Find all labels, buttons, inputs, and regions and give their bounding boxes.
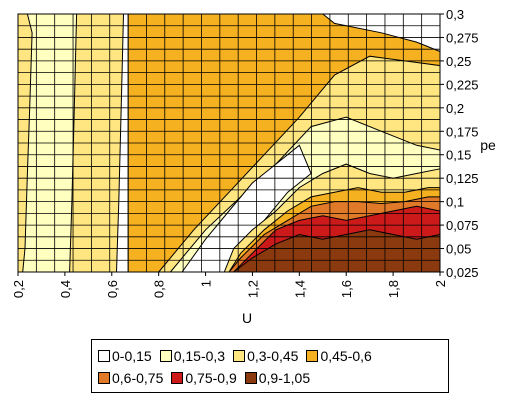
legend: 0-0,15 0,15-0,3 0,3-0,45 0,45-0,6 0,6-0,… bbox=[91, 339, 449, 393]
legend-swatch bbox=[244, 372, 257, 384]
legend-label: 0-0,15 bbox=[112, 348, 152, 364]
x-axis-label: U bbox=[242, 310, 252, 326]
y-tick-label: 0,275 bbox=[446, 30, 479, 45]
x-tick-label: 1,2 bbox=[245, 280, 260, 298]
y-tick-label: 0,3 bbox=[446, 7, 464, 22]
legend-item: 0,15-0,3 bbox=[159, 348, 226, 364]
legend-swatch bbox=[159, 350, 172, 362]
y-tick-label: 0,225 bbox=[446, 77, 479, 92]
y-axis-label: pe bbox=[480, 137, 496, 153]
legend-row-2: 0,6-0,75 0,75-0,9 0,9-1,05 bbox=[98, 367, 448, 389]
grid-lines bbox=[17, 13, 441, 273]
legend-swatch bbox=[233, 350, 246, 362]
legend-label: 0,15-0,3 bbox=[173, 348, 226, 364]
x-tick-label: 0,8 bbox=[152, 280, 167, 298]
legend-item: 0,3-0,45 bbox=[233, 348, 298, 364]
legend-swatch bbox=[98, 372, 110, 384]
legend-swatch bbox=[98, 350, 110, 362]
legend-item: 0,75-0,9 bbox=[171, 370, 237, 386]
x-tick-label: 0,2 bbox=[11, 280, 26, 298]
legend-label: 0,75-0,9 bbox=[185, 370, 237, 386]
legend-item: 0,9-1,05 bbox=[244, 370, 311, 386]
legend-label: 0,9-1,05 bbox=[258, 370, 311, 386]
legend-label: 0,3-0,45 bbox=[247, 348, 299, 364]
y-tick-label: 0,25 bbox=[446, 54, 471, 69]
x-tick-label: 1 bbox=[199, 280, 214, 287]
y-tick-label: 0,2 bbox=[446, 101, 464, 116]
plot-frame bbox=[17, 13, 441, 273]
legend-item: 0,45-0,6 bbox=[306, 348, 372, 364]
legend-swatch bbox=[171, 372, 184, 384]
legend-swatch bbox=[306, 350, 319, 362]
y-tick-label: 0,025 bbox=[446, 265, 479, 280]
x-tick-label: 2 bbox=[433, 280, 448, 287]
y-tick-label: 0,15 bbox=[446, 148, 471, 163]
legend-label: 0,45-0,6 bbox=[320, 348, 372, 364]
legend-item: 0,6-0,75 bbox=[98, 370, 163, 386]
legend-row-1: 0-0,15 0,15-0,3 0,3-0,45 0,45-0,6 bbox=[98, 345, 448, 367]
x-tick-label: 1,4 bbox=[292, 280, 307, 298]
x-tick-label: 0,4 bbox=[58, 280, 73, 298]
y-tick-label: 0,05 bbox=[446, 242, 471, 257]
legend-label: 0,6-0,75 bbox=[112, 370, 164, 386]
x-tick-label: 0,6 bbox=[105, 280, 120, 298]
axes: 0,025 0,05 0,075 0,1 0,125 0,15 0,175 0,2 0,225 0… bbox=[11, 7, 479, 298]
y-tick-label: 0,1 bbox=[446, 195, 464, 210]
y-tick-label: 0,125 bbox=[446, 171, 479, 186]
x-tick-label: 1,6 bbox=[339, 280, 354, 298]
y-tick-label: 0,075 bbox=[446, 218, 479, 233]
y-tick-label: 0,175 bbox=[446, 124, 479, 139]
x-tick-label: 1,8 bbox=[386, 280, 401, 298]
legend-item: 0-0,15 bbox=[98, 348, 152, 364]
